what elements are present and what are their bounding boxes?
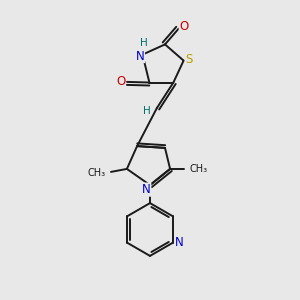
- Text: CH₃: CH₃: [190, 164, 208, 174]
- Text: H: H: [140, 38, 148, 48]
- Text: H: H: [142, 106, 150, 116]
- Text: N: N: [142, 183, 151, 196]
- Text: O: O: [116, 75, 125, 88]
- Text: CH₃: CH₃: [88, 168, 106, 178]
- Text: S: S: [185, 52, 193, 66]
- Text: N: N: [175, 236, 184, 249]
- Text: N: N: [136, 50, 145, 63]
- Text: O: O: [179, 20, 188, 33]
